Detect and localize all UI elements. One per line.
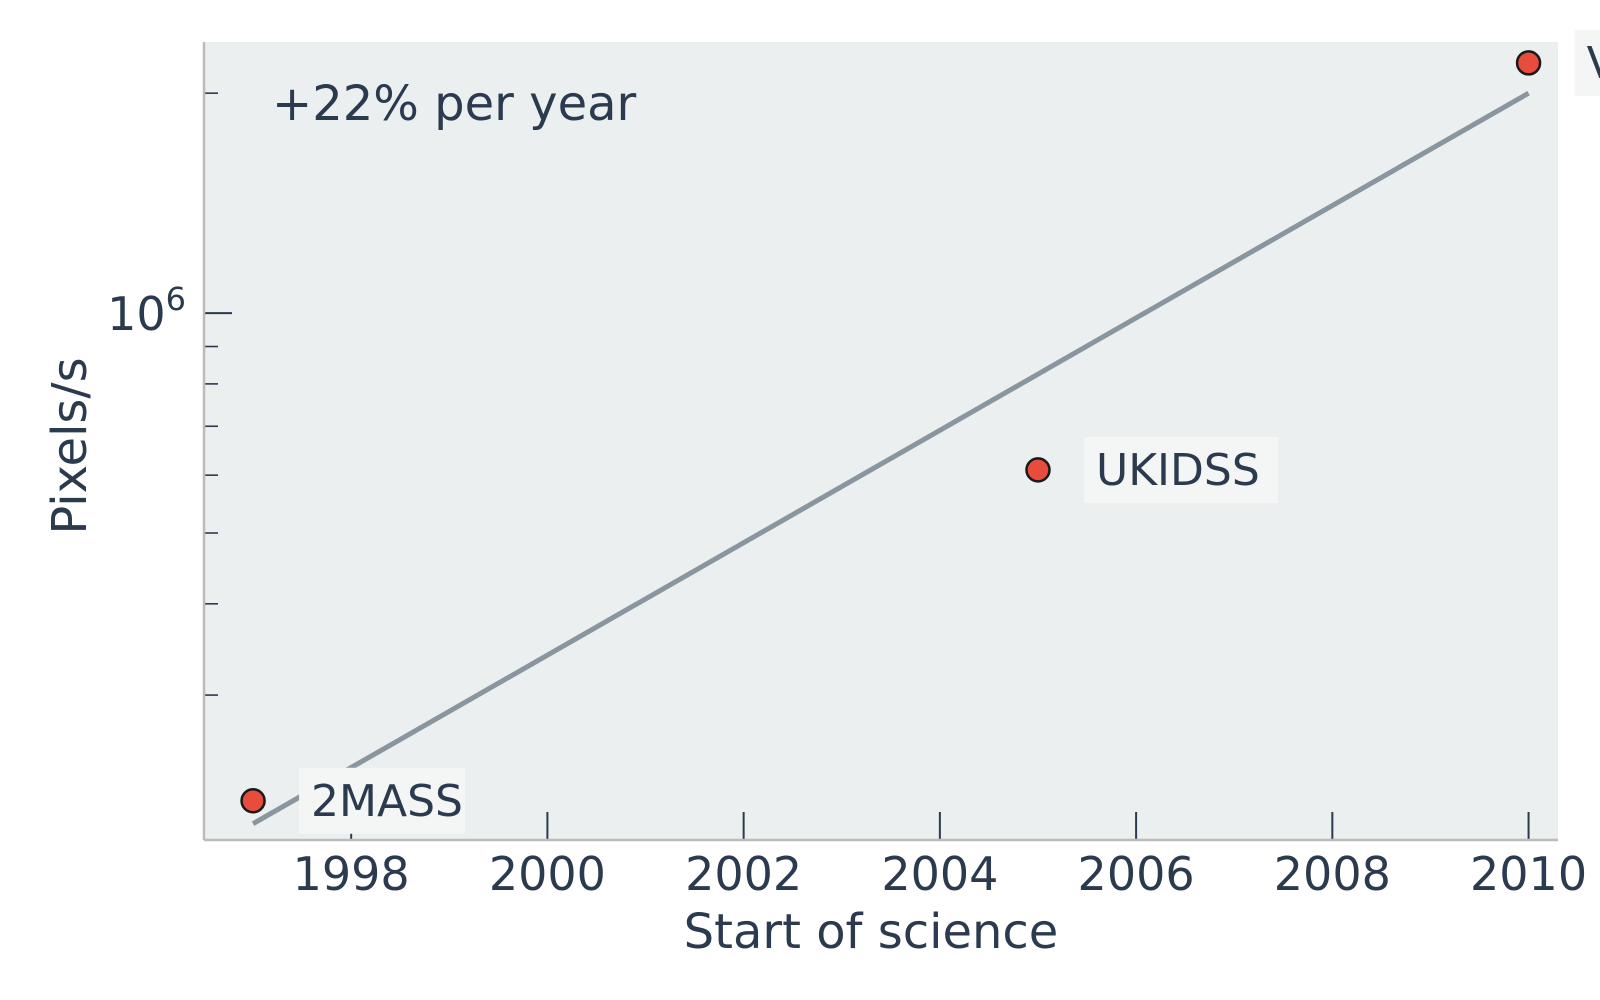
data-point: [1025, 457, 1051, 483]
x-tick-label: 2006: [1078, 847, 1195, 901]
x-axis-label: Start of science: [684, 904, 1059, 960]
plot-area: [204, 42, 1558, 840]
x-axis-ticks: 1998 2000 2002 2004 2006 2008 2010: [293, 812, 1587, 901]
data-points: 2MASS UKIDSS VISTA: [240, 29, 1600, 834]
point-label: 2MASS: [311, 776, 463, 827]
y-axis-ticks: 106: [107, 92, 232, 696]
point-label: VISTA: [1587, 38, 1600, 89]
x-tick-label: 2000: [489, 847, 606, 901]
x-tick-label: 2002: [685, 847, 802, 901]
point-label-box: [1083, 436, 1278, 503]
growth-annotation: +22% per year: [272, 76, 637, 132]
point-label-box: [1574, 29, 1600, 96]
data-point: [240, 788, 266, 814]
x-tick-label: 2004: [881, 847, 998, 901]
x-tick-label: 1998: [293, 847, 410, 901]
point-label-box: [299, 767, 466, 834]
y-tick-label: 106: [107, 280, 186, 341]
trend-line: [251, 90, 1530, 826]
y-axis-label: Pixels/s: [42, 357, 98, 534]
point-label: UKIDSS: [1096, 445, 1260, 496]
data-point: [1515, 50, 1542, 76]
x-tick-label: 2010: [1470, 847, 1587, 901]
x-tick-label: 2008: [1274, 847, 1391, 901]
